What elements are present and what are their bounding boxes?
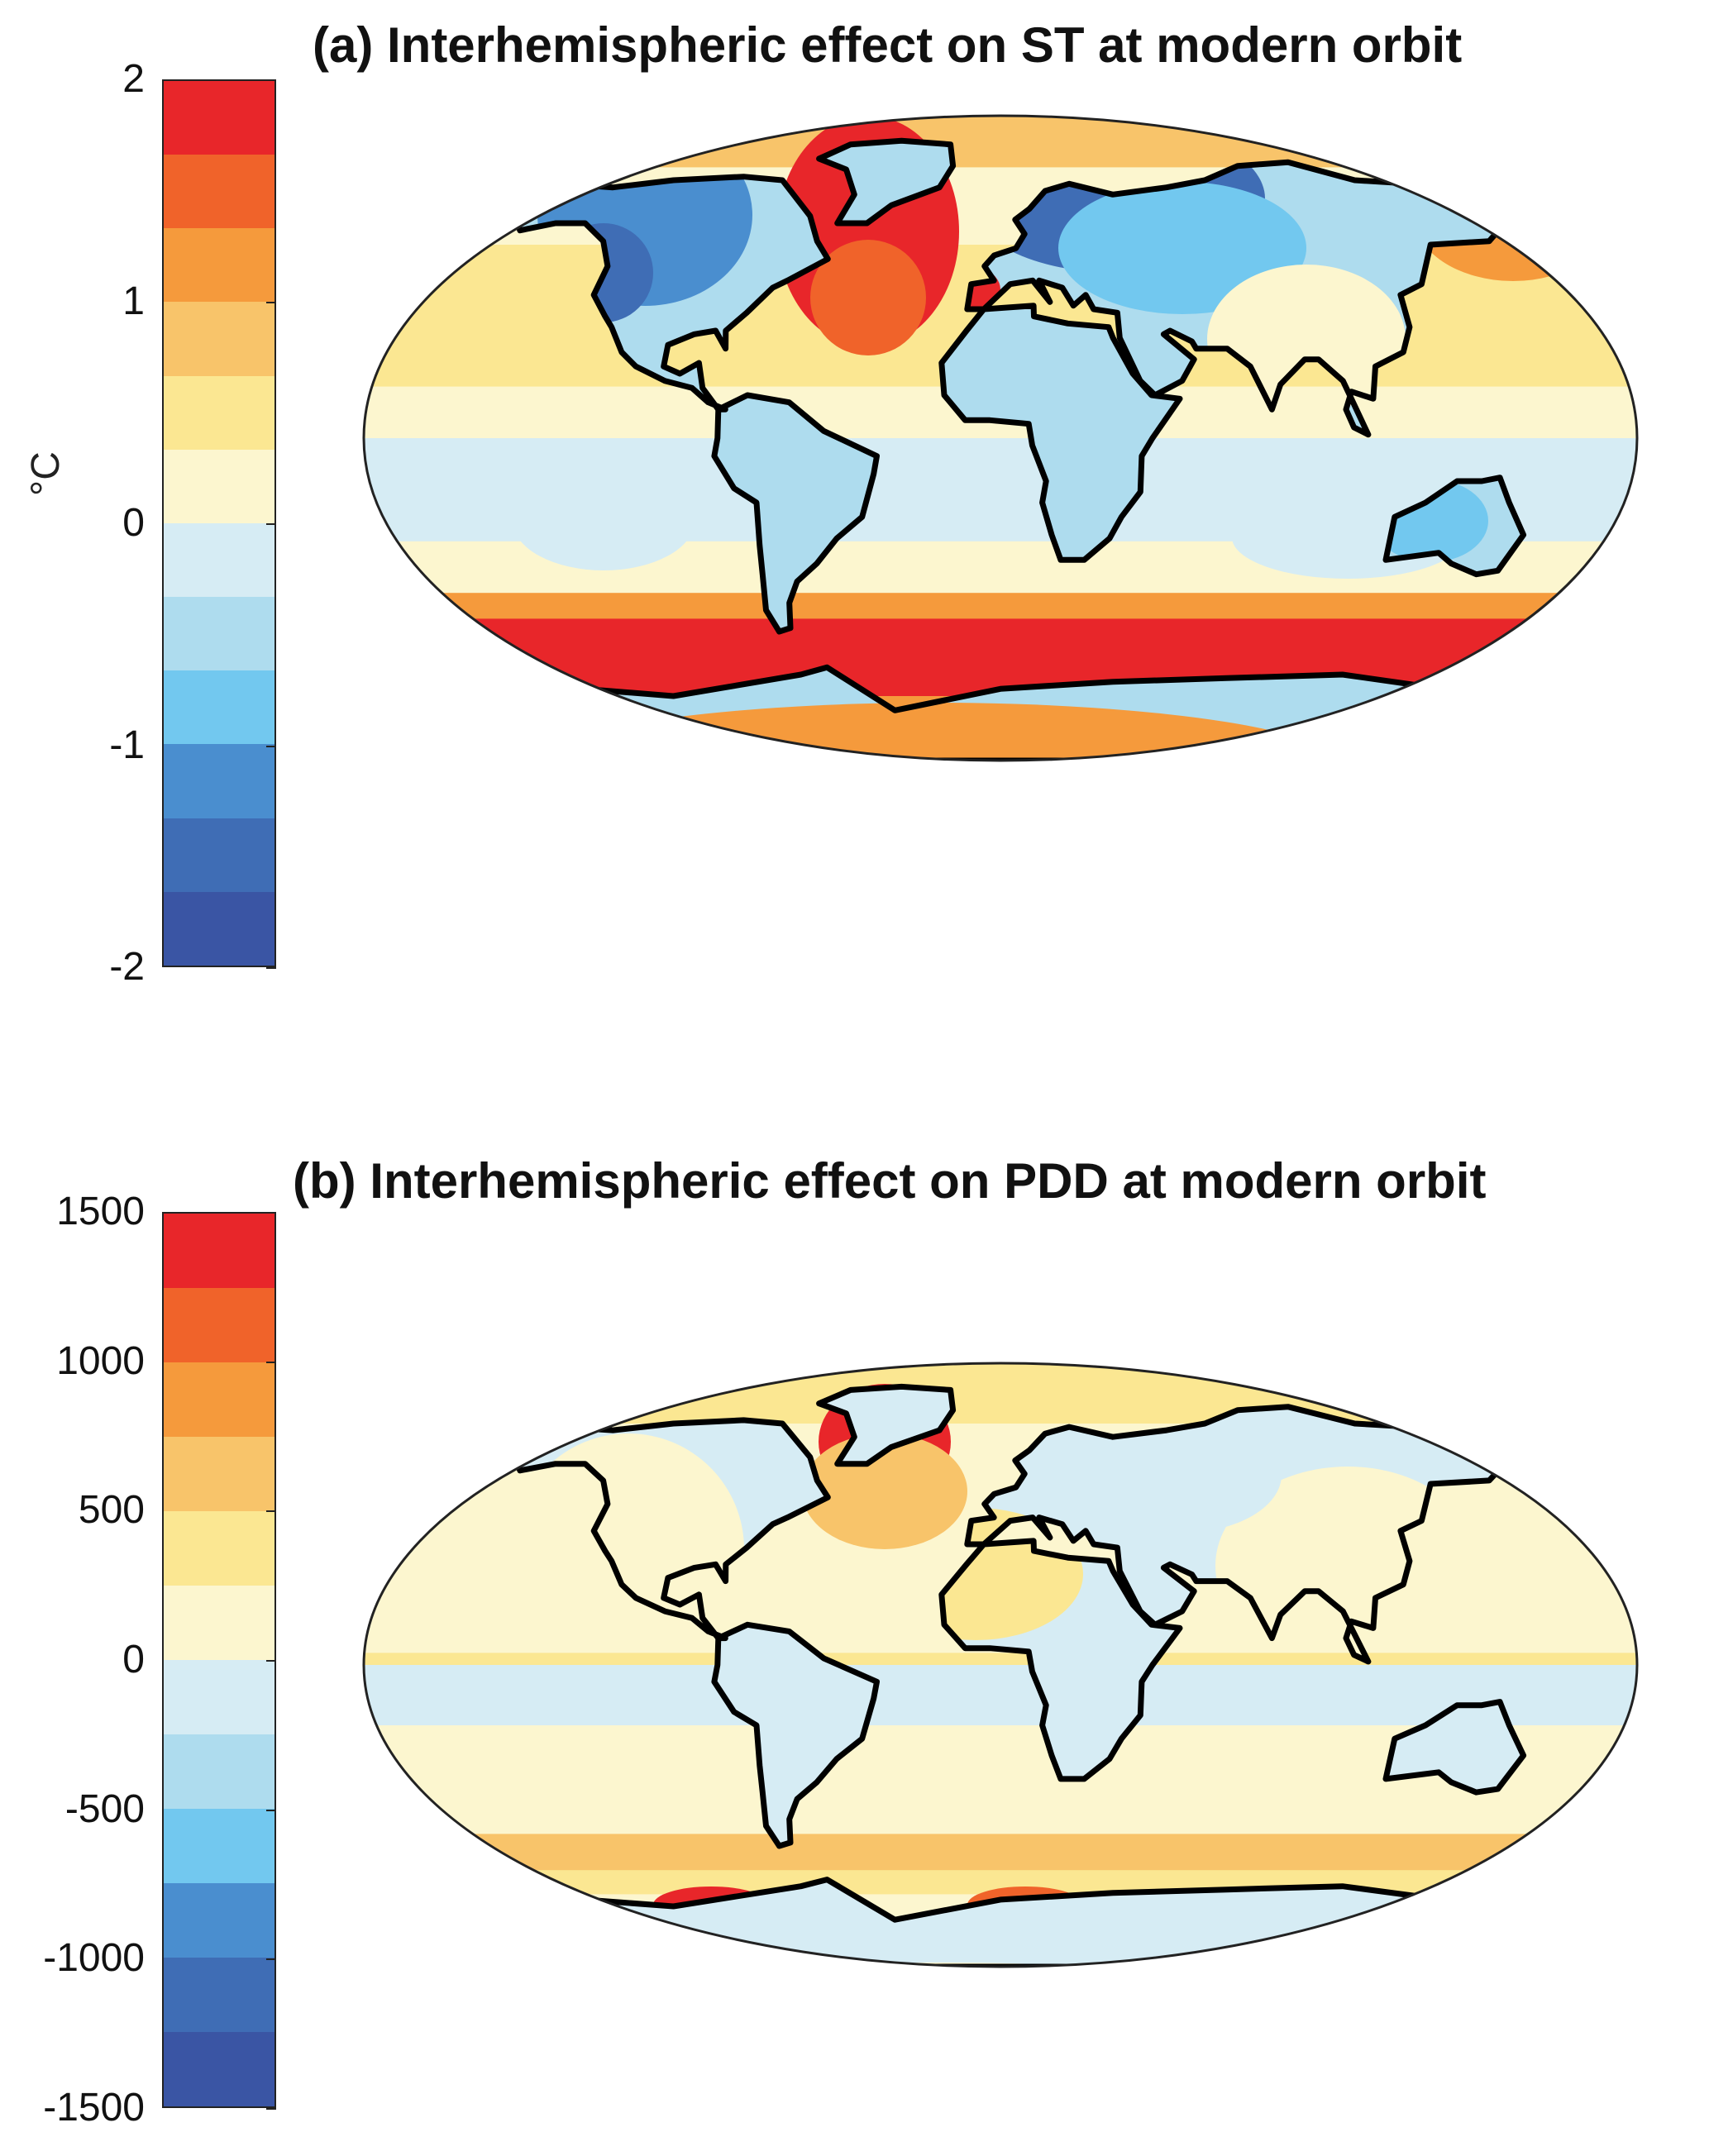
colorbar-band: [164, 302, 274, 376]
colorbar-tick-label: 500: [78, 1488, 145, 1533]
ocean-band: [364, 1834, 1637, 1872]
colorbar-tick-label: -500: [64, 1786, 145, 1831]
colorbar-tick-mark: [266, 2108, 276, 2110]
colorbar-band: [164, 1734, 274, 1809]
colorbar-tick-mark: [266, 1212, 276, 1214]
land-anomaly: [521, 703, 1348, 761]
colorbar-tick-mark: [266, 1809, 276, 1811]
colorbar-band: [164, 597, 274, 671]
coastline-southAmerica: [711, 392, 880, 635]
colorbar-band: [164, 1511, 274, 1586]
globe-outline: [362, 1362, 1639, 1968]
colorbar-band: [164, 1809, 274, 1883]
panel-b: (b) Interhemispheric effect on PDD at mo…: [0, 1078, 1709, 2156]
colorbar-band: [164, 228, 274, 303]
panel-title: (b) Interhemispheric effect on PDD at mo…: [293, 1153, 1487, 1209]
world-map: [362, 1362, 1639, 1968]
globe-outline: [362, 114, 1639, 762]
colorbar-band: [164, 155, 274, 229]
colorbar-band: [164, 2032, 274, 2106]
coastline-australia: [1382, 475, 1527, 578]
coastline-greenland: [816, 137, 957, 227]
field-anomaly: [810, 240, 926, 355]
colorbar-band: [164, 1437, 274, 1511]
colorbar-band: [164, 891, 274, 966]
coastline-eurasia: [964, 1404, 1517, 1665]
colorbar-unit-label: °C: [24, 451, 68, 496]
colorbar-band: [164, 522, 274, 598]
coastline-australia: [1382, 1699, 1527, 1796]
colorbar-tick-label: -1500: [43, 2086, 145, 2130]
land-anomaly: [1505, 157, 1524, 256]
colorbar-band: [164, 1586, 274, 1660]
ocean-band: [364, 1363, 1637, 1424]
coastline-eurasia: [964, 159, 1517, 438]
colorbar-band: [164, 1288, 274, 1362]
world-map: [362, 114, 1639, 762]
ocean-band: [364, 593, 1637, 620]
colorbar-band: [164, 1958, 274, 2032]
colorbar-tick-label: -2: [109, 945, 145, 989]
land-anomaly: [521, 1963, 1348, 1967]
coastline-africa: [938, 1538, 1183, 1782]
colorbar-band: [164, 449, 274, 523]
colorbar-tick-mark: [266, 79, 276, 81]
land-anomaly: [1083, 1417, 1282, 1533]
coastline-northAmerica: [511, 174, 831, 413]
colorbar-tick-label: 1500: [56, 1190, 145, 1233]
colorbar-tick-mark: [266, 301, 276, 303]
colorbar-band: [164, 744, 274, 818]
colorbar-tick-mark: [266, 745, 276, 747]
coastline-northAmerica: [511, 1417, 831, 1642]
ocean-band: [364, 1665, 1637, 1726]
coastline-africa: [938, 303, 1183, 563]
colorbar-tick-mark: [266, 1361, 276, 1363]
coastline-southAmerica: [711, 1621, 880, 1849]
colorbar-tick-label: -1: [109, 723, 145, 767]
colorbar-band: [164, 818, 274, 892]
colorbar-band: [164, 1214, 274, 1288]
colorbar-tick-mark: [266, 1510, 276, 1513]
colorbar-tick-label: -1000: [43, 1936, 145, 1981]
field-anomaly: [513, 471, 695, 570]
ocean-band: [364, 116, 1637, 169]
colorbar-tick-mark: [266, 1958, 276, 1961]
colorbar-tick-label: 0: [122, 501, 145, 545]
colorbar-tick-label: 0: [122, 1638, 145, 1681]
colorbar-band: [164, 670, 274, 745]
colorbar-band: [164, 1660, 274, 1734]
ocean-band: [364, 618, 1637, 697]
field-layer: [364, 116, 1637, 761]
colorbar-tick-mark: [266, 967, 276, 969]
colorbar-band: [164, 81, 274, 155]
colorbar: [162, 1212, 276, 2108]
colorbar: [162, 79, 276, 967]
colorbar-tick-mark: [266, 1660, 276, 1662]
colorbar-tick-label: 2: [122, 57, 145, 101]
panel-title: (a) Interhemispheric effect on ST at mod…: [313, 17, 1463, 73]
colorbar-band: [164, 375, 274, 450]
panel-a: (a) Interhemispheric effect on ST at mod…: [24, 17, 1639, 989]
colorbar-tick-mark: [266, 523, 276, 525]
colorbar-tick-label: 1000: [56, 1338, 145, 1383]
coastline-greenland: [816, 1383, 957, 1467]
ocean-band: [364, 1653, 1637, 1666]
colorbar-tick-label: 1: [122, 279, 145, 323]
colorbar-band: [164, 1883, 274, 1958]
colorbar-band: [164, 1362, 274, 1437]
